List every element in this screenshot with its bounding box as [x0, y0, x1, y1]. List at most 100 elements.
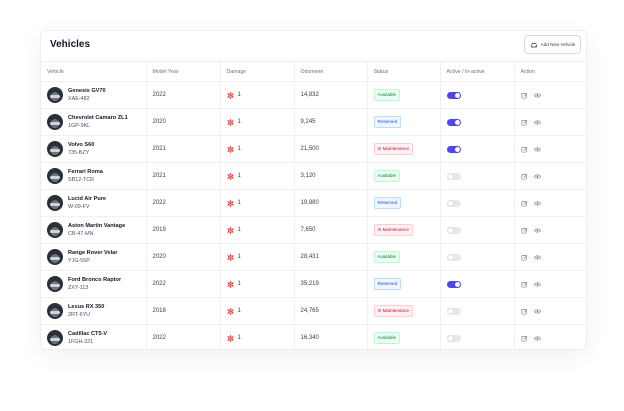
- status-badge: Available: [373, 251, 401, 263]
- status-cell: Available: [367, 324, 441, 349]
- eye-icon[interactable]: [533, 281, 541, 288]
- status-badge: In Maintenance: [373, 305, 413, 317]
- edit-icon[interactable]: [521, 146, 528, 153]
- edit-icon[interactable]: [521, 254, 528, 261]
- eye-icon[interactable]: [533, 146, 541, 153]
- vehicle-name[interactable]: Chevrolet Camaro ZL1: [68, 115, 128, 121]
- eye-icon[interactable]: [533, 308, 541, 315]
- action-cell: [514, 162, 586, 190]
- active-toggle[interactable]: [446, 226, 461, 234]
- damage-icon: [226, 334, 234, 342]
- damage-icon: [226, 91, 234, 99]
- model-year-cell: 2022: [146, 270, 221, 298]
- damage-cell: 1: [220, 189, 295, 217]
- table-row[interactable]: Genesis GV70 XAE-482 2022 1 14,832 Avail…: [41, 81, 586, 109]
- table-row[interactable]: Ferrari Roma SB12-TCR 2021 1 3,120 Avail…: [41, 162, 586, 190]
- active-toggle[interactable]: [446, 145, 461, 153]
- vehicle-name[interactable]: Aston Martin Vantage: [68, 223, 126, 229]
- edit-icon[interactable]: [521, 335, 528, 342]
- active-toggle[interactable]: [446, 280, 461, 288]
- status-badge: Reserved: [373, 278, 402, 290]
- eye-icon[interactable]: [533, 119, 541, 126]
- table-row[interactable]: Range Rover Velar YJG-55P 2020 1 28,431 …: [41, 243, 586, 271]
- odometer-cell: 3,120: [294, 162, 368, 190]
- eye-icon[interactable]: [533, 227, 541, 234]
- toggle-knob: [447, 173, 453, 179]
- column-header-active[interactable]: Active / In-active: [440, 62, 515, 82]
- eye-icon[interactable]: [533, 173, 541, 180]
- eye-icon[interactable]: [533, 200, 541, 207]
- edit-icon[interactable]: [521, 308, 528, 315]
- vehicle-name[interactable]: Cadillac CT5-V: [68, 331, 108, 337]
- model-year-cell: 2021: [146, 135, 221, 163]
- action-cell: [514, 297, 586, 325]
- status-badge: Available: [373, 332, 401, 344]
- damage-icon: [226, 226, 234, 234]
- damage-cell: 1: [220, 135, 295, 163]
- vehicle-name[interactable]: Ferrari Roma: [68, 169, 103, 175]
- toggle-knob: [454, 92, 460, 98]
- damage-count: 1: [237, 335, 241, 341]
- active-toggle[interactable]: [446, 334, 461, 342]
- table-row[interactable]: Lexus RX 350 2RT-6YU 2018 1 24,765 In Ma…: [41, 297, 586, 325]
- active-cell: [440, 216, 515, 244]
- edit-icon[interactable]: [521, 92, 528, 99]
- active-toggle[interactable]: [446, 199, 461, 207]
- column-header-model-year[interactable]: Model Year: [146, 62, 221, 82]
- edit-icon[interactable]: [521, 173, 528, 180]
- table-row[interactable]: Cadillac CT5-V 1FGH-321 2022 1 16,340 Av…: [41, 324, 586, 349]
- action-cell: [514, 81, 586, 109]
- active-toggle[interactable]: [446, 91, 461, 99]
- model-year-cell: 2022: [146, 189, 221, 217]
- damage-cell: 1: [220, 324, 295, 349]
- eye-icon[interactable]: [533, 254, 541, 261]
- action-cell: [514, 270, 586, 298]
- vehicle-name[interactable]: Genesis GV70: [68, 88, 106, 94]
- edit-icon[interactable]: [521, 200, 528, 207]
- active-toggle[interactable]: [446, 253, 461, 261]
- edit-icon[interactable]: [521, 119, 528, 126]
- vehicle-plate: SB12-TCR: [68, 177, 95, 183]
- vehicle-thumbnail: [47, 141, 63, 157]
- vehicle-name[interactable]: Range Rover Velar: [68, 250, 118, 256]
- active-toggle[interactable]: [446, 172, 461, 180]
- table-row[interactable]: Chevrolet Camaro ZL1 1GP-9KL 2020 1 9,24…: [41, 108, 586, 136]
- damage-icon: [226, 280, 234, 288]
- table-row[interactable]: Ford Bronco Raptor ZXY-113 2022 1 35,219…: [41, 270, 586, 298]
- column-header-vehicle[interactable]: Vehicle: [41, 62, 147, 82]
- vehicle-name[interactable]: Ford Bronco Raptor: [68, 277, 122, 283]
- table-row[interactable]: Volvo S60 735-BZY 2021 1 21,500 In Maint…: [41, 135, 586, 163]
- table-row[interactable]: Aston Martin Vantage CB-47-MN 2019 1 7,6…: [41, 216, 586, 244]
- column-header-status[interactable]: Status: [367, 62, 441, 82]
- action-cell: [514, 108, 586, 136]
- active-toggle[interactable]: [446, 118, 461, 126]
- damage-icon: [226, 253, 234, 261]
- vehicle-name[interactable]: Volvo S60: [68, 142, 95, 148]
- add-vehicle-button[interactable]: Add New Vehicle: [524, 35, 581, 54]
- status-cell: Available: [367, 81, 441, 109]
- car-icon: [530, 41, 538, 49]
- table-row[interactable]: Lucid Air Pure W-09-FV 2022 1 19,880 Res…: [41, 189, 586, 217]
- column-header-action: Action: [514, 62, 586, 82]
- status-cell: Reserved: [367, 189, 441, 217]
- column-header-odometer[interactable]: Odometer: [294, 62, 368, 82]
- column-header-damage[interactable]: Damage: [220, 62, 295, 82]
- toggle-knob: [447, 254, 453, 260]
- damage-icon: [226, 307, 234, 315]
- vehicle-cell: Range Rover Velar YJG-55P: [41, 243, 147, 271]
- vehicle-plate: 1GP-9KL: [68, 123, 91, 129]
- vehicles-card: Vehicles Add New Vehicle Vehicle Model Y…: [40, 30, 587, 350]
- vehicle-name[interactable]: Lucid Air Pure: [68, 196, 107, 202]
- damage-cell: 1: [220, 243, 295, 271]
- vehicle-name[interactable]: Lexus RX 350: [68, 304, 105, 310]
- model-year-cell: 2022: [146, 324, 221, 349]
- vehicle-plate: ZXY-113: [68, 285, 89, 291]
- eye-icon[interactable]: [533, 92, 541, 99]
- active-toggle[interactable]: [446, 307, 461, 315]
- damage-count: 1: [237, 173, 241, 179]
- damage-count: 1: [237, 200, 241, 206]
- edit-icon[interactable]: [521, 227, 528, 234]
- edit-icon[interactable]: [521, 281, 528, 288]
- damage-icon: [226, 118, 234, 126]
- eye-icon[interactable]: [533, 335, 541, 342]
